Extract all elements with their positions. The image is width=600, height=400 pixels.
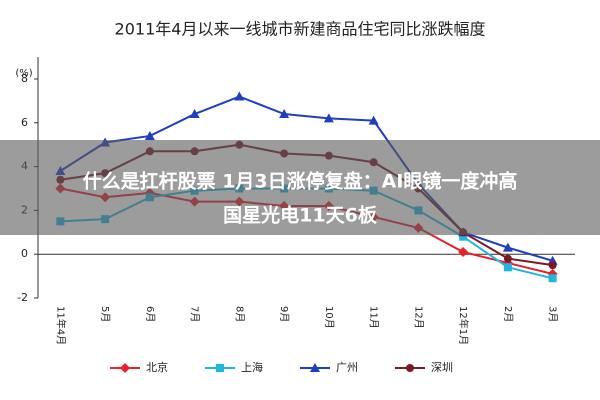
overlay-text: 国星光电11天6板	[223, 204, 378, 227]
marker	[368, 115, 379, 125]
x-tick-label: 3月	[547, 306, 559, 322]
marker	[503, 263, 512, 272]
marker	[458, 247, 469, 258]
x-tick-label: 9月	[278, 306, 290, 322]
marker	[502, 242, 513, 252]
y-axis-label: (%)	[15, 68, 32, 79]
marker	[310, 363, 320, 372]
x-tick-label: 5月	[99, 306, 111, 322]
marker	[279, 109, 290, 119]
legend-label: 广州	[336, 361, 358, 374]
marker	[406, 364, 414, 372]
marker	[144, 130, 155, 140]
legend-label: 上海	[241, 360, 263, 374]
x-tick-label: 11年4月	[54, 306, 67, 345]
y-tick-label: -2	[17, 291, 28, 304]
marker	[189, 109, 200, 119]
marker	[459, 232, 468, 241]
legend-label: 北京	[146, 360, 168, 374]
y-tick-label: 8	[21, 72, 28, 85]
x-tick-label: 8月	[233, 306, 245, 322]
x-tick-label: 6月	[144, 306, 156, 322]
legend-label: 深圳	[431, 361, 453, 374]
marker	[503, 254, 512, 263]
marker	[548, 261, 557, 270]
marker	[234, 91, 245, 101]
x-tick-label: 12年1月	[457, 306, 470, 345]
x-tick-label: 7月	[189, 306, 201, 322]
x-tick-label: 10月	[323, 306, 335, 329]
overlay-text: 什么是扛杆股票 1月3日涨停复盘：AI眼镜一度冲高	[83, 170, 518, 193]
x-tick-label: 2月	[502, 306, 514, 322]
y-tick-label: 0	[21, 247, 28, 260]
chart-title: 2011年4月以来一线城市新建商品住宅同比涨跌幅度	[115, 20, 486, 39]
marker	[323, 113, 334, 123]
marker	[548, 274, 557, 283]
marker	[120, 363, 130, 373]
x-tick-label: 11月	[368, 306, 380, 329]
x-tick-label: 12月	[412, 306, 424, 329]
marker	[216, 364, 224, 372]
y-tick-label: 6	[21, 116, 28, 129]
overlay-banner	[0, 140, 600, 235]
